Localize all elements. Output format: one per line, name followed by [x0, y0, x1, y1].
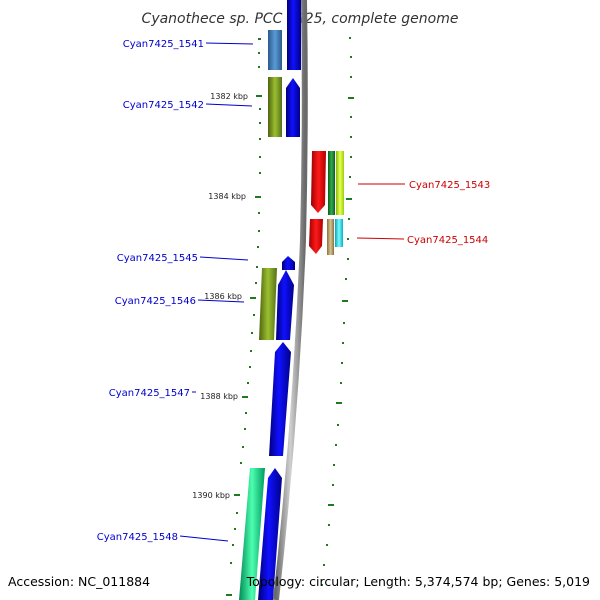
gene-label-1546[interactable]: Cyan7425_1546 — [115, 296, 196, 307]
cds-arrow-1541[interactable] — [287, 0, 301, 70]
forward-cds-track — [258, 0, 301, 600]
kbp-label-1390: 1390 kbp — [192, 491, 230, 500]
kbp-label-1382: 1382 kbp — [210, 92, 248, 101]
gene-label-1547[interactable]: Cyan7425_1547 — [109, 388, 190, 399]
cds-arrow-1544[interactable] — [309, 219, 323, 254]
cds-arrow-1543[interactable] — [311, 151, 326, 213]
reverse-feature-track — [309, 151, 344, 255]
gene-label-1543[interactable]: Cyan7425_1543 — [409, 180, 490, 191]
kbp-label-1388: 1388 kbp — [200, 392, 238, 401]
kbp-label-1384: 1384 kbp — [208, 192, 246, 201]
cds-arrow-1547[interactable] — [269, 342, 291, 456]
cds-arrow-1546[interactable] — [276, 270, 294, 340]
kbp-label-1386: 1386 kbp — [204, 292, 242, 301]
gene-label-1542[interactable]: Cyan7425_1542 — [123, 100, 204, 111]
feature-block-1544-a[interactable] — [327, 219, 334, 255]
label-leader-lines — [179, 42, 405, 542]
feature-block-1541[interactable] — [268, 30, 282, 70]
feature-block-1546[interactable] — [259, 268, 277, 340]
cds-arrow-1548[interactable] — [258, 468, 282, 600]
genome-summary-text: Topology: circular; Length: 5,374,574 bp… — [246, 574, 590, 589]
feature-block-1548[interactable] — [239, 468, 265, 600]
gene-label-1545[interactable]: Cyan7425_1545 — [117, 253, 198, 264]
feature-block-1542[interactable] — [268, 77, 282, 137]
cds-arrow-1542[interactable] — [286, 78, 300, 137]
reverse-tick-marks — [321, 37, 354, 586]
accession-text: Accession: NC_011884 — [8, 574, 150, 589]
feature-block-1543-a[interactable] — [328, 151, 335, 215]
gene-label-1548[interactable]: Cyan7425_1548 — [97, 532, 178, 543]
feature-block-1543-b[interactable] — [336, 151, 344, 215]
gene-label-1544[interactable]: Cyan7425_1544 — [407, 235, 488, 246]
genome-backbone — [273, 0, 308, 600]
forward-feature-track — [239, 30, 282, 600]
cds-arrow-1545[interactable] — [282, 256, 295, 270]
gene-label-1541[interactable]: Cyan7425_1541 — [123, 39, 204, 50]
forward-tick-marks — [226, 38, 262, 596]
feature-block-1544-b[interactable] — [335, 219, 343, 247]
